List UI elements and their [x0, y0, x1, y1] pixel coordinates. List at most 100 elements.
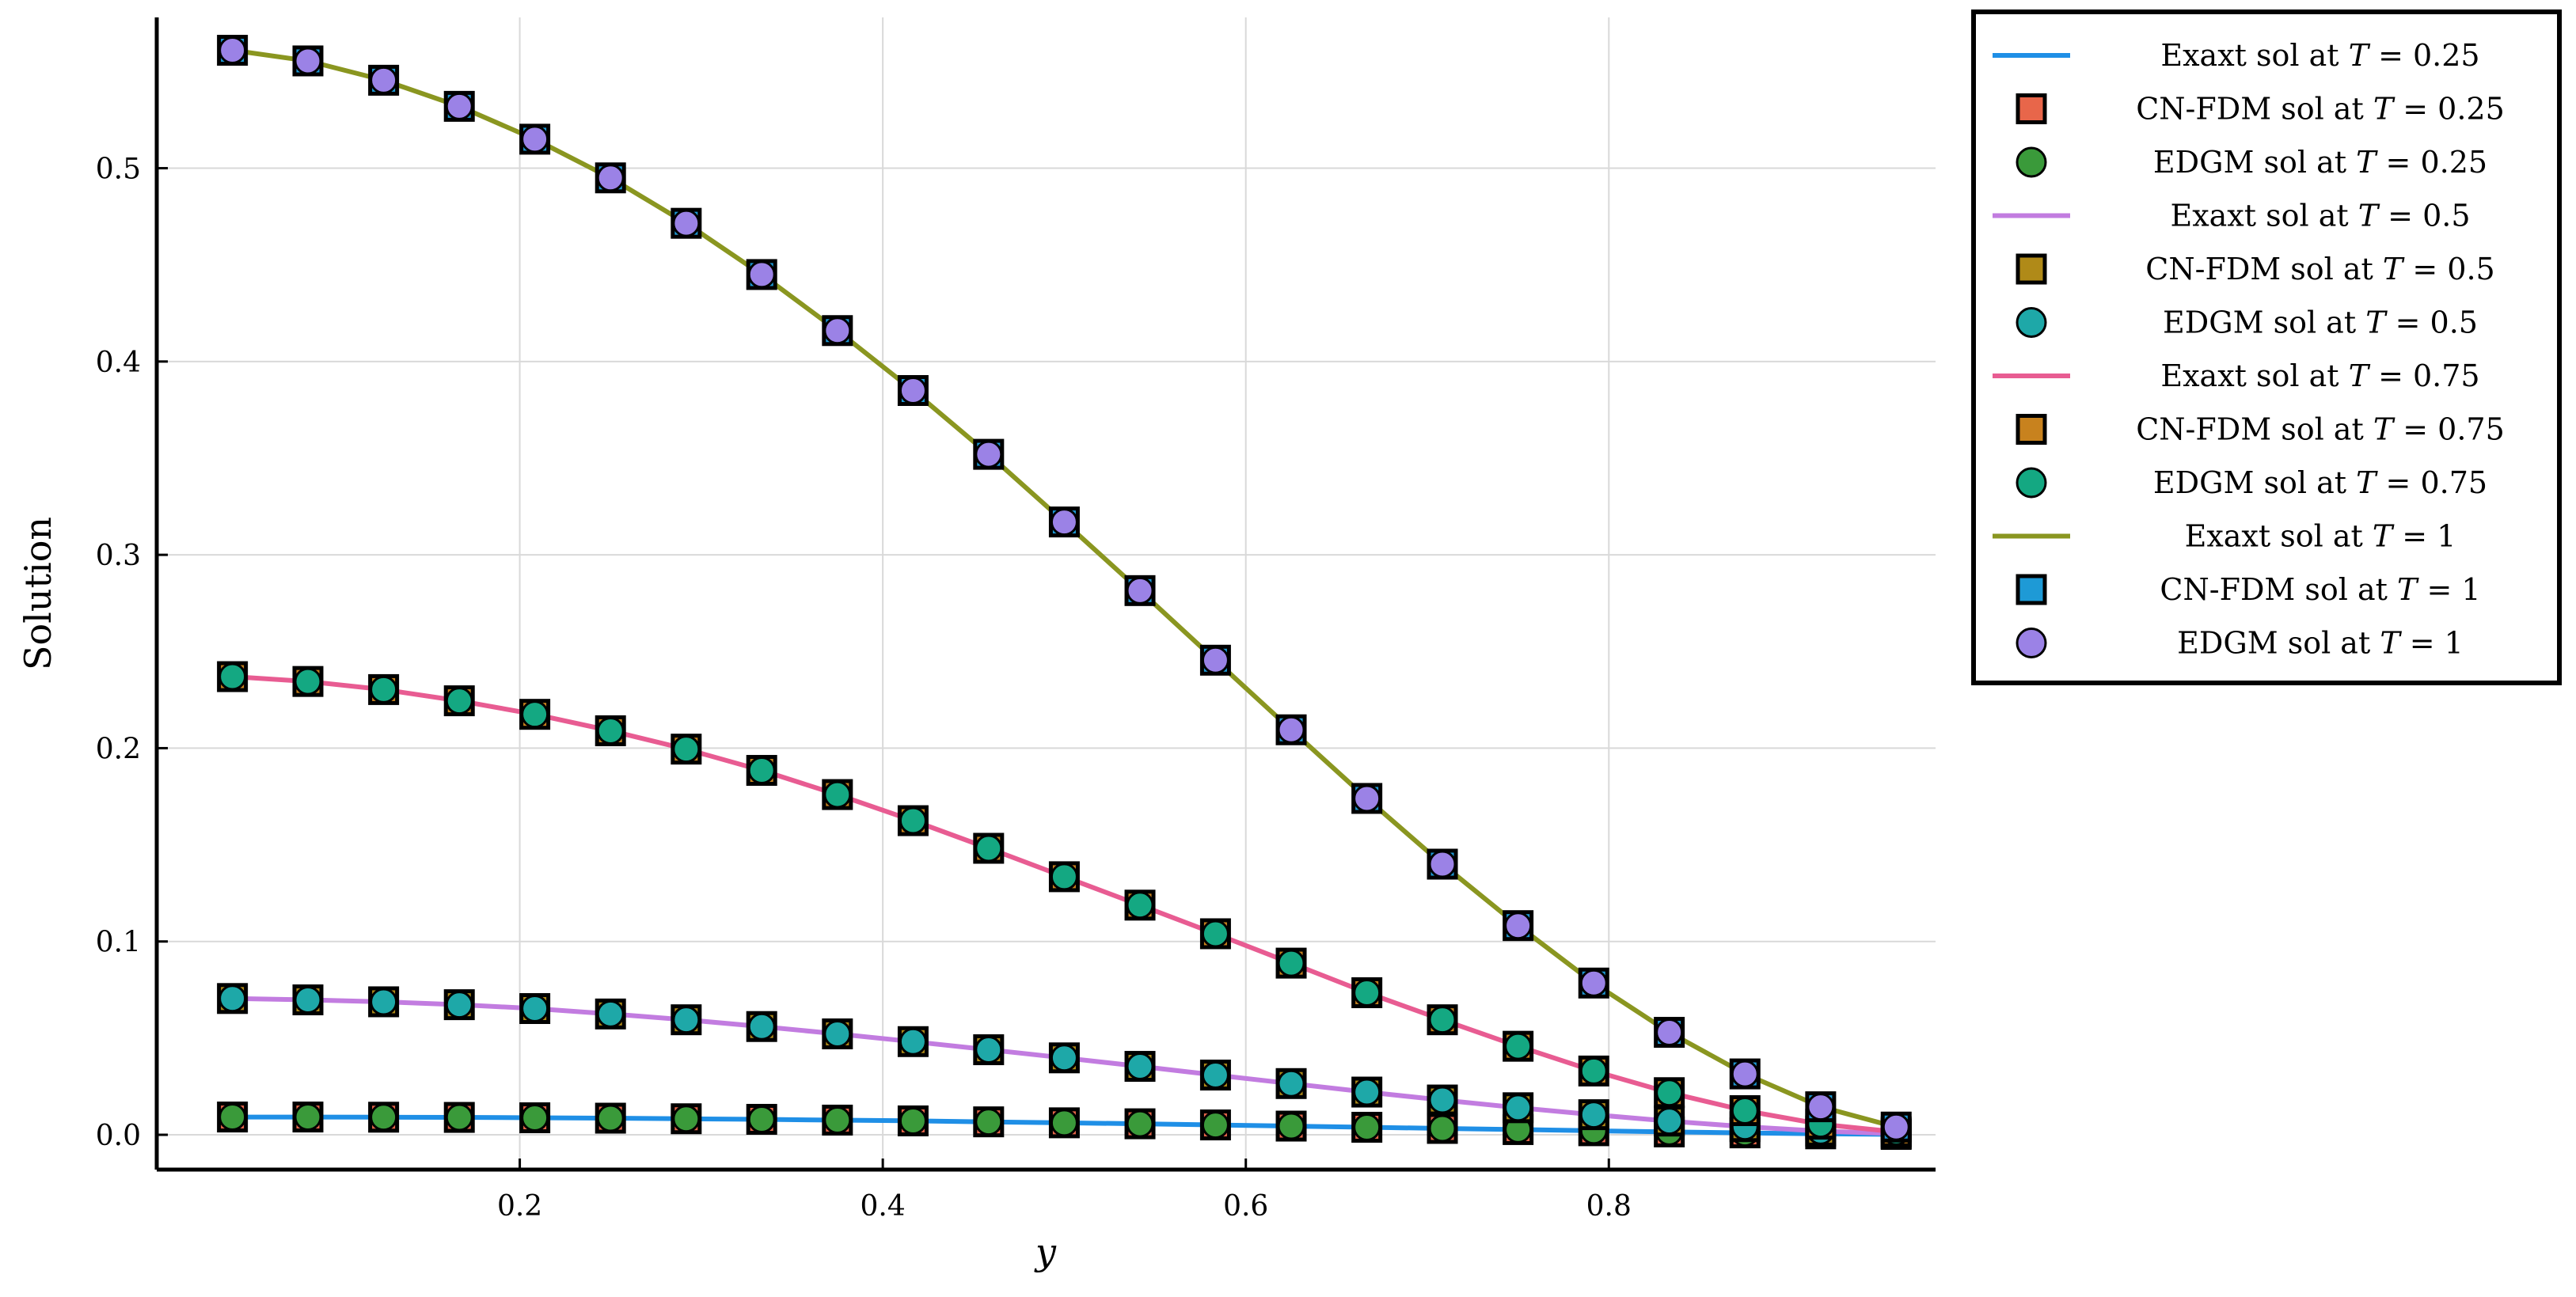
- x-tick-label: 0.4: [861, 1190, 906, 1223]
- x-tick-label: 0.8: [1586, 1190, 1632, 1223]
- legend-label: EDGM sol at T = 0.75: [2153, 465, 2487, 500]
- edgm-point-T-0.25: [672, 1105, 701, 1133]
- edgm-point-T-0.25: [823, 1105, 852, 1134]
- tick-layer: 0.2 0.4 0.6 0.8 0.0 0.1 0.2 0.3 0.4 0.5: [96, 154, 1632, 1223]
- edgm-point-T-0.5: [521, 995, 549, 1023]
- edgm-point-T-0.5: [218, 984, 247, 1013]
- x-tick-label: 0.2: [497, 1190, 542, 1223]
- legend-square-swatch: [2016, 253, 2047, 285]
- legend-box: [1971, 9, 2562, 685]
- edgm-point-T-0.75: [218, 662, 247, 691]
- edgm-point-T-1: [1882, 1113, 1910, 1141]
- edgm-point-T-0.75: [1731, 1096, 1759, 1124]
- edgm-point-T-1: [1126, 576, 1154, 605]
- edgm-point-T-0.5: [1655, 1107, 1684, 1136]
- edgm-point-T-0.25: [1428, 1114, 1457, 1143]
- legend-label: Exaxt sol at T = 0.25: [2160, 38, 2479, 73]
- legend-square-swatch: [2016, 574, 2047, 605]
- edgm-point-T-0.5: [445, 991, 473, 1019]
- edgm-point-T-0.5: [899, 1027, 927, 1056]
- y-tick-label: 0.4: [96, 347, 141, 379]
- edgm-point-T-0.5: [1504, 1094, 1533, 1122]
- legend-label: CN-FDM sol at T = 0.25: [2136, 92, 2505, 127]
- legend-label: CN-FDM sol at T = 0.5: [2145, 252, 2494, 286]
- edgm-point-T-0.75: [596, 716, 625, 745]
- edgm-point-T-0.5: [672, 1006, 701, 1034]
- x-tick-label: 0.6: [1223, 1190, 1268, 1223]
- edgm-point-T-0.75: [445, 687, 473, 715]
- edgm-point-T-1: [1504, 912, 1533, 940]
- edgm-point-T-1: [1277, 715, 1305, 744]
- edgm-point-T-0.5: [1428, 1086, 1457, 1114]
- edgm-point-T-0.25: [521, 1104, 549, 1132]
- edgm-point-T-0.75: [1428, 1006, 1457, 1034]
- edgm-point-T-0.75: [370, 675, 398, 703]
- edgm-point-T-0.75: [975, 834, 1003, 863]
- y-tick-label: 0.3: [96, 540, 141, 572]
- edgm-point-T-0.75: [747, 757, 776, 785]
- edgm-point-T-0.75: [899, 806, 927, 835]
- y-tick-label: 0.1: [96, 927, 141, 959]
- edgm-point-T-0.75: [521, 700, 549, 729]
- edgm-point-T-1: [521, 125, 549, 154]
- y-axis-label: Solution: [17, 517, 59, 670]
- legend-label: EDGM sol at T = 1: [2177, 626, 2464, 661]
- legend-label: CN-FDM sol at T = 0.75: [2136, 412, 2505, 447]
- edgm-point-T-1: [294, 47, 322, 75]
- legend-label: Exaxt sol at T = 0.75: [2160, 358, 2479, 393]
- edgm-point-T-0.75: [1353, 978, 1381, 1007]
- edgm-point-T-0.25: [1353, 1113, 1381, 1141]
- edgm-point-T-0.75: [823, 780, 852, 809]
- y-tick-label: 0.0: [96, 1120, 141, 1152]
- edgm-point-T-1: [1201, 646, 1229, 674]
- legend-label: EDGM sol at T = 0.25: [2153, 145, 2487, 180]
- edgm-point-T-0.5: [1579, 1101, 1608, 1129]
- edgm-point-T-0.75: [1504, 1032, 1533, 1060]
- edgm-point-T-0.75: [1277, 949, 1305, 977]
- legend-circle-swatch: [2016, 467, 2047, 499]
- edgm-point-T-0.5: [1126, 1052, 1154, 1081]
- edgm-point-T-0.5: [1201, 1061, 1229, 1090]
- grid-layer: [157, 17, 1936, 1170]
- edgm-point-T-0.25: [218, 1103, 247, 1132]
- edgm-point-T-0.25: [1126, 1109, 1154, 1138]
- edgm-point-T-0.25: [1277, 1112, 1305, 1140]
- legend-label: Exaxt sol at T = 0.5: [2170, 199, 2470, 233]
- edgm-point-T-0.25: [975, 1108, 1003, 1136]
- edgm-point-T-0.5: [747, 1012, 776, 1041]
- edgm-point-T-0.5: [294, 986, 322, 1014]
- edgm-point-T-1: [218, 36, 247, 65]
- edgm-point-T-0.75: [1201, 920, 1229, 948]
- x-axis-label: y: [1034, 1231, 1057, 1273]
- y-tick-label: 0.5: [96, 154, 141, 186]
- legend-circle-swatch: [2016, 146, 2047, 178]
- edgm-point-T-0.25: [294, 1103, 322, 1132]
- edgm-point-T-1: [370, 66, 398, 94]
- edgm-point-T-0.5: [975, 1036, 1003, 1064]
- legend-square-swatch: [2016, 93, 2047, 124]
- legend-circle-swatch: [2016, 628, 2047, 658]
- edgm-point-T-1: [1579, 969, 1608, 997]
- edgm-point-T-0.5: [1050, 1044, 1078, 1072]
- edgm-point-T-0.25: [747, 1105, 776, 1133]
- edgm-point-T-0.25: [370, 1103, 398, 1132]
- legend-circle-swatch: [2016, 307, 2047, 338]
- edgm-point-T-0.75: [1126, 891, 1154, 920]
- legend-label: Exaxt sol at T = 1: [2185, 519, 2456, 554]
- edgm-point-T-0.5: [370, 988, 398, 1016]
- edgm-point-T-1: [1353, 784, 1381, 813]
- axes-layer: [154, 17, 1936, 1172]
- edgm-point-T-1: [1655, 1018, 1684, 1047]
- edgm-point-T-1: [1731, 1060, 1759, 1088]
- series-layer: [217, 35, 1912, 1151]
- edgm-point-T-0.5: [596, 999, 625, 1028]
- edgm-point-T-1: [823, 317, 852, 345]
- edgm-point-T-0.5: [823, 1020, 852, 1049]
- edgm-point-T-1: [747, 260, 776, 289]
- edgm-point-T-0.75: [1579, 1056, 1608, 1085]
- exact-line-T-1: [232, 47, 1897, 1130]
- legend: Exaxt sol at T = 0.25 CN-FDM sol at T = 0…: [1971, 9, 2562, 685]
- edgm-point-T-0.75: [672, 735, 701, 764]
